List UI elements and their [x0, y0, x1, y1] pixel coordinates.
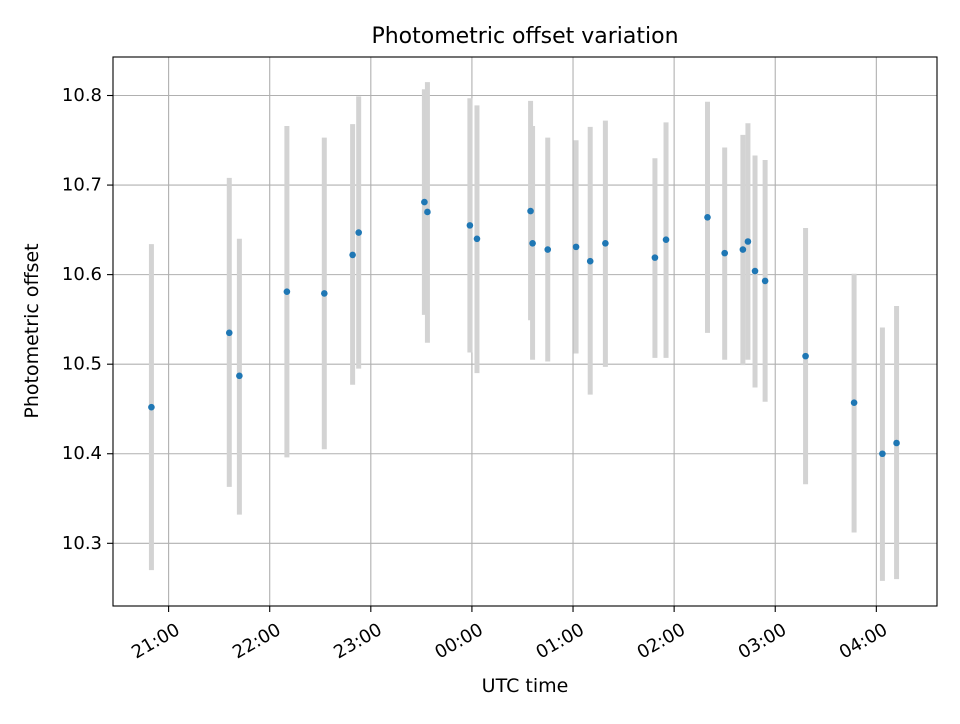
- data-point: [349, 251, 356, 259]
- plot-area-frame: [112, 56, 938, 607]
- data-point: [225, 329, 233, 337]
- y-tick-label: 10.5: [62, 354, 102, 375]
- data-point: [662, 236, 670, 244]
- data-point: [527, 207, 534, 215]
- data-point: [704, 214, 711, 221]
- data-point: [529, 239, 536, 247]
- data-point: [544, 246, 552, 253]
- y-tick-label: 10.8: [62, 85, 102, 106]
- y-tick-label: 10.4: [62, 443, 102, 464]
- data-point: [739, 246, 747, 253]
- data-point: [586, 257, 594, 265]
- y-tick-label: 10.6: [62, 264, 102, 285]
- data-point: [466, 222, 474, 229]
- x-axis-label: UTC time: [482, 675, 569, 697]
- data-point: [421, 198, 428, 206]
- data-point: [148, 403, 155, 411]
- data-point: [761, 277, 769, 285]
- y-tick-label: 10.7: [62, 175, 102, 196]
- data-points: [148, 198, 900, 458]
- data-point: [721, 249, 728, 257]
- data-point: [850, 399, 858, 406]
- data-point: [283, 288, 291, 295]
- data-point: [893, 439, 900, 447]
- data-point: [236, 372, 243, 380]
- data-point: [321, 290, 328, 297]
- data-point: [355, 229, 362, 236]
- data-point: [751, 267, 759, 275]
- data-point: [879, 450, 886, 458]
- data-point: [802, 352, 809, 360]
- grid-lines: [113, 57, 937, 606]
- data-point: [744, 238, 752, 245]
- chart-title: Photometric offset variation: [371, 24, 678, 49]
- data-point: [572, 243, 580, 251]
- data-point: [424, 208, 431, 216]
- data-point: [602, 239, 609, 247]
- y-axis-label: Photometric offset: [21, 243, 43, 418]
- data-point: [473, 235, 481, 243]
- y-axis-ticks: 10.3 10.4 10.5 10.6 10.7 10.8: [62, 85, 113, 554]
- y-tick-label: 10.3: [62, 533, 102, 554]
- data-point: [651, 254, 659, 261]
